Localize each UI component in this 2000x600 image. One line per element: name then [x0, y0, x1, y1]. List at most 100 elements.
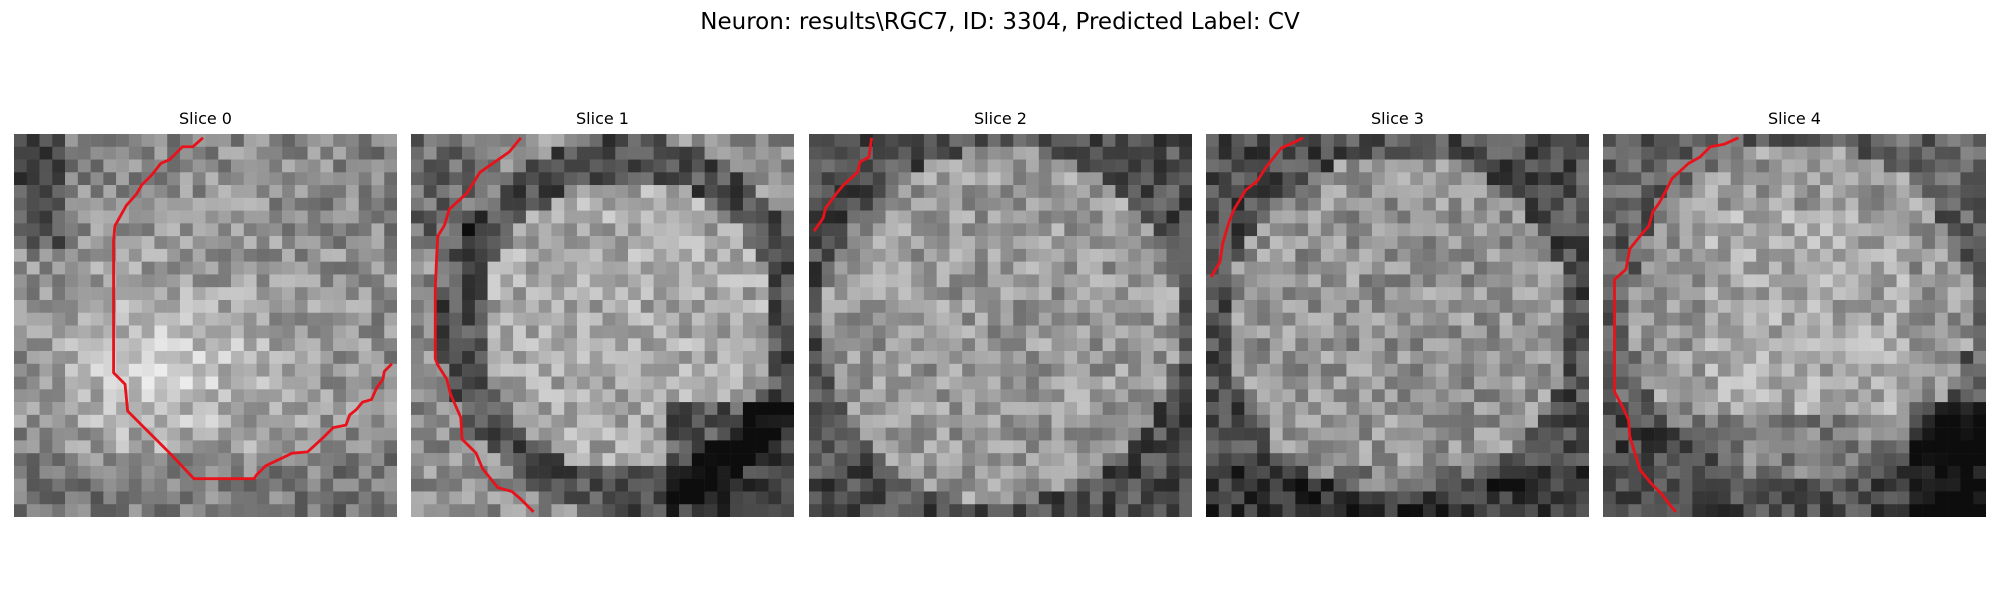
image-pixel: [640, 389, 654, 403]
image-pixel: [1537, 172, 1551, 186]
image-pixel: [167, 389, 181, 403]
image-pixel: [1140, 325, 1154, 339]
image-pixel: [1397, 197, 1411, 211]
image-pixel: [1922, 453, 1936, 467]
image-pixel: [1371, 402, 1385, 416]
image-pixel: [923, 338, 937, 352]
image-pixel: [1333, 491, 1347, 505]
image-pixel: [589, 159, 603, 173]
image-pixel: [1871, 312, 1885, 326]
image-pixel: [256, 172, 270, 186]
image-pixel: [269, 338, 283, 352]
image-pixel: [282, 389, 296, 403]
image-pixel: [1666, 338, 1680, 352]
image-pixel: [1705, 440, 1719, 454]
image-pixel: [1257, 134, 1271, 148]
image-pixel: [742, 299, 756, 313]
image-pixel: [1218, 478, 1232, 492]
image-pixel: [1013, 465, 1027, 479]
image-pixel: [1679, 453, 1693, 467]
image-pixel: [691, 185, 705, 199]
image-pixel: [205, 440, 219, 454]
image-pixel: [1692, 465, 1706, 479]
image-pixel: [525, 440, 539, 454]
image-pixel: [1179, 389, 1192, 403]
image-pixel: [1140, 185, 1154, 199]
image-pixel: [1000, 478, 1014, 492]
image-pixel: [1206, 185, 1220, 199]
image-pixel: [333, 159, 347, 173]
image-pixel: [1679, 312, 1693, 326]
image-pixel: [1922, 402, 1936, 416]
image-pixel: [500, 312, 514, 326]
image-pixel: [423, 210, 437, 224]
image-pixel: [809, 312, 823, 326]
image-pixel: [742, 159, 756, 173]
image-pixel: [1474, 414, 1488, 428]
image-pixel: [371, 491, 385, 505]
image-pixel: [1000, 338, 1014, 352]
image-pixel: [1743, 453, 1757, 467]
image-pixel: [77, 299, 91, 313]
image-pixel: [90, 491, 104, 505]
image-pixel: [500, 389, 514, 403]
image-pixel: [1153, 185, 1167, 199]
image-pixel: [781, 223, 794, 237]
image-pixel: [1000, 389, 1014, 403]
image-pixel: [1909, 210, 1923, 224]
image-pixel: [243, 287, 257, 301]
image-pixel: [962, 261, 976, 275]
image-pixel: [834, 427, 848, 441]
image-pixel: [1807, 248, 1821, 262]
image-pixel: [167, 504, 181, 517]
image-pixel: [1960, 223, 1974, 237]
image-pixel: [704, 261, 718, 275]
image-pixel: [411, 185, 425, 199]
image-pixel: [26, 248, 40, 262]
image-pixel: [1525, 465, 1539, 479]
image-pixel: [218, 197, 232, 211]
image-pixel: [294, 389, 308, 403]
image-pixel: [1768, 248, 1782, 262]
image-pixel: [1615, 363, 1629, 377]
image-pixel: [1909, 351, 1923, 365]
image-pixel: [704, 478, 718, 492]
image-pixel: [1525, 248, 1539, 262]
image-pixel: [474, 478, 488, 492]
image-pixel: [103, 440, 117, 454]
image-pixel: [1244, 146, 1258, 160]
image-pixel: [962, 338, 976, 352]
image-pixel: [1089, 389, 1103, 403]
image-pixel: [90, 402, 104, 416]
image-pixel: [1499, 261, 1513, 275]
image-pixel: [847, 504, 861, 517]
image-pixel: [781, 363, 794, 377]
image-pixel: [1435, 134, 1449, 148]
image-pixel: [1807, 389, 1821, 403]
image-pixel: [1486, 478, 1500, 492]
image-pixel: [231, 440, 245, 454]
image-pixel: [218, 465, 232, 479]
image-pixel: [949, 287, 963, 301]
image-pixel: [294, 325, 308, 339]
image-pixel: [1410, 440, 1424, 454]
image-pixel: [449, 236, 463, 250]
image-pixel: [576, 236, 590, 250]
image-pixel: [653, 325, 667, 339]
image-pixel: [551, 351, 565, 365]
image-pixel: [911, 427, 925, 441]
slice-panel-3: Slice 3: [1206, 108, 1589, 520]
image-pixel: [1359, 299, 1373, 313]
image-pixel: [1218, 274, 1232, 288]
image-pixel: [576, 159, 590, 173]
image-pixel: [179, 223, 193, 237]
image-pixel: [742, 146, 756, 160]
image-pixel: [14, 287, 28, 301]
image-pixel: [1257, 261, 1271, 275]
image-pixel: [1384, 159, 1398, 173]
image-pixel: [77, 427, 91, 441]
image-pixel: [1525, 504, 1539, 517]
image-pixel: [602, 504, 616, 517]
image-pixel: [1026, 248, 1040, 262]
image-pixel: [653, 312, 667, 326]
